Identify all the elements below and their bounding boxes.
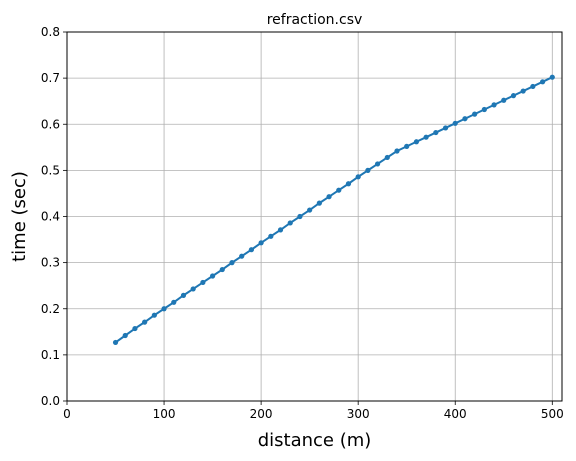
x-tick-label: 100 — [153, 407, 176, 421]
data-point — [122, 332, 128, 339]
data-point — [229, 260, 235, 266]
data-point — [423, 134, 429, 140]
data-point — [345, 181, 352, 187]
data-point — [394, 148, 400, 154]
x-tick-label: 200 — [250, 407, 273, 421]
data-point — [404, 143, 410, 149]
y-tick-label: 0.8 — [41, 25, 60, 39]
data-point — [316, 200, 322, 206]
y-tick-label: 0.2 — [41, 302, 60, 316]
data-point — [258, 240, 264, 246]
y-tick-label: 0.3 — [41, 256, 60, 270]
data-point — [452, 120, 458, 126]
data-point — [132, 325, 138, 332]
x-tick-label: 0 — [63, 407, 71, 421]
ticks: 0 100 200 300 400 500 0.0 0.1 0.2 0.3 0.4 0.5 0.6 0.7… — [41, 25, 564, 421]
data-point — [462, 116, 468, 122]
data-point — [433, 129, 439, 136]
data-point — [384, 154, 390, 161]
data-point — [277, 227, 284, 233]
data-point — [442, 125, 449, 131]
data-point — [180, 292, 187, 298]
data-point — [287, 220, 293, 226]
data-point — [171, 299, 177, 305]
data-point — [239, 253, 245, 259]
y-tick-label: 0.5 — [41, 163, 60, 177]
data-point — [520, 88, 526, 94]
data-point — [530, 83, 536, 90]
y-tick-label: 0.6 — [41, 117, 60, 131]
data-point — [161, 306, 167, 312]
data-point — [355, 174, 361, 180]
data-point — [491, 102, 497, 108]
data-point — [209, 273, 216, 279]
data-point — [336, 187, 342, 193]
x-tick-label: 300 — [347, 407, 370, 421]
data-point — [549, 74, 555, 80]
data-point — [481, 106, 487, 113]
data-point — [326, 194, 332, 200]
data-point — [248, 247, 255, 253]
data-point — [190, 286, 196, 292]
data-point — [501, 97, 507, 103]
y-axis-label: time (sec) — [9, 171, 30, 262]
data-point — [268, 233, 274, 239]
data-point — [510, 93, 517, 99]
y-tick-label: 0.0 — [41, 394, 60, 408]
x-tick-label: 400 — [444, 407, 467, 421]
data-point — [142, 319, 148, 325]
chart-title: refraction.csv — [267, 12, 363, 28]
data-point — [219, 266, 225, 273]
data-point — [307, 207, 313, 213]
y-tick-label: 0.4 — [41, 210, 60, 224]
data-point — [112, 339, 119, 346]
data-point — [413, 139, 420, 145]
series-layer — [112, 74, 555, 346]
series-line — [114, 76, 553, 344]
data-point — [472, 111, 478, 117]
y-tick-label: 0.7 — [41, 71, 60, 85]
data-point — [539, 79, 546, 85]
y-tick-label: 0.1 — [41, 348, 60, 362]
data-point — [151, 312, 157, 318]
data-point — [297, 213, 303, 220]
data-point — [365, 167, 371, 173]
data-point — [200, 279, 206, 286]
x-axis-label: distance (m) — [258, 430, 372, 451]
data-point — [374, 161, 381, 167]
grid — [66, 31, 562, 402]
x-tick-label: 500 — [541, 407, 564, 421]
